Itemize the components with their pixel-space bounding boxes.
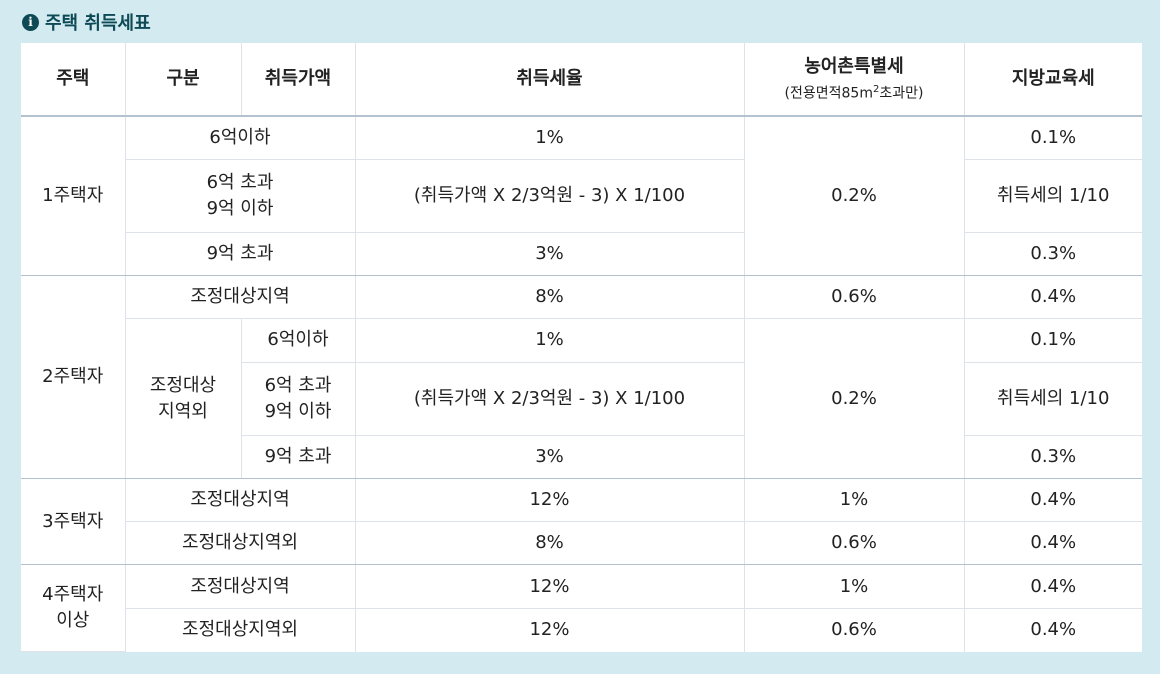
group-label-1house: 1주택자 xyxy=(21,116,126,277)
info-icon: i xyxy=(22,13,39,31)
rural-cell: 1% xyxy=(744,564,965,609)
header-house: 주택 xyxy=(21,43,126,117)
table-row: 조정대상 지역외 6억이하 1% 0.2% 0.1% xyxy=(21,318,1142,480)
header-rural-tax-note: (전용면적85m2초과만) xyxy=(784,83,924,102)
rural-cell: 0.6% xyxy=(744,275,965,320)
group-label-4house: 4주택자 이상 xyxy=(21,564,126,652)
rural-cell: 0.2% xyxy=(744,116,965,277)
rate-cell: 8% xyxy=(355,275,745,320)
area-cell: 조정대상지역외 xyxy=(125,608,356,652)
rate-cell: 1% xyxy=(355,116,745,160)
price-cell: 9억 초과 xyxy=(241,435,356,480)
edu-cell: 0.4% xyxy=(964,478,1142,523)
rural-cell: 0.2% xyxy=(744,318,965,480)
table-row: 2주택자 조정대상지역 8% 0.6% 0.4% xyxy=(21,275,1142,480)
area-cell: 조정대상지역 xyxy=(125,478,356,523)
table-row: 9억 초과 3% 0.3% xyxy=(21,232,1142,277)
section-header: i 주택 취득세표 xyxy=(22,8,151,36)
rate-cell: 3% xyxy=(355,232,745,277)
acquisition-tax-table: 주택 구분 취득가액 취득세율 농어촌특별세 (전용면적85m2초과만) 지방교… xyxy=(21,43,1142,652)
rate-cell: (취득가액 X 2/3억원 - 3) X 1/100 xyxy=(355,159,745,234)
edu-cell: 0.3% xyxy=(964,232,1142,277)
header-rural-tax-label: 농어촌특별세 xyxy=(804,56,904,78)
edu-cell: 취득세의 1/10 xyxy=(964,362,1142,436)
group-label-2house: 2주택자 xyxy=(21,275,126,480)
price-cell: 6억이하 xyxy=(241,318,356,363)
rate-cell: (취득가액 X 2/3억원 - 3) X 1/100 xyxy=(355,362,745,436)
rural-cell: 0.6% xyxy=(744,608,965,652)
table-row: 조정대상지역외 12% 0.6% 0.4% xyxy=(21,608,1142,652)
group-label-3house: 3주택자 xyxy=(21,478,126,566)
table-row: 9억 초과 3% 0.3% xyxy=(21,435,1142,480)
rate-cell: 12% xyxy=(355,564,745,609)
table-row: 6억 초과 9억 이하 (취득가액 X 2/3억원 - 3) X 1/100 취득… xyxy=(21,362,1142,436)
rate-cell: 1% xyxy=(355,318,745,363)
table-row: 3주택자 조정대상지역 12% 1% 0.4% xyxy=(21,478,1142,566)
table-row: 조정대상지역외 8% 0.6% 0.4% xyxy=(21,521,1142,566)
rate-cell: 8% xyxy=(355,521,745,566)
rural-cell: 1% xyxy=(744,478,965,523)
rate-cell: 12% xyxy=(355,608,745,652)
rate-cell: 12% xyxy=(355,478,745,523)
price-cell: 6억 초과 9억 이하 xyxy=(125,159,356,234)
edu-cell: 0.4% xyxy=(964,275,1142,320)
header-category: 구분 xyxy=(125,43,242,117)
header-rate: 취득세율 xyxy=(355,43,745,117)
edu-cell: 0.1% xyxy=(964,318,1142,363)
header-price: 취득가액 xyxy=(241,43,356,117)
header-row: 주택 구분 취득가액 취득세율 농어촌특별세 (전용면적85m2초과만) 지방교… xyxy=(21,43,1142,117)
edu-cell: 0.4% xyxy=(964,521,1142,566)
edu-cell: 0.4% xyxy=(964,564,1142,609)
edu-cell: 0.4% xyxy=(1030,619,1077,641)
edu-cell: 0.3% xyxy=(964,435,1142,480)
price-cell: 6억이하 xyxy=(125,116,356,160)
table-row: 4주택자 이상 조정대상지역 12% 1% 0.4% xyxy=(21,564,1142,652)
price-cell: 6억 초과 9억 이하 xyxy=(241,362,356,436)
header-edu-tax: 지방교육세 xyxy=(964,43,1142,117)
price-cell: 9억 초과 xyxy=(125,232,356,277)
edu-cell: 0.1% xyxy=(964,116,1142,160)
area-cell-non-adjusted: 조정대상 지역외 xyxy=(125,318,242,480)
rate-cell: 3% xyxy=(355,435,745,480)
area-cell: 조정대상지역 xyxy=(125,564,356,609)
area-cell: 조정대상지역외 xyxy=(125,521,356,566)
table-row: 6억 초과 9억 이하 (취득가액 X 2/3억원 - 3) X 1/100 취득… xyxy=(21,159,1142,234)
edu-cell: 취득세의 1/10 xyxy=(964,159,1142,234)
area-cell: 조정대상지역 xyxy=(125,275,356,320)
header-rural-tax: 농어촌특별세 (전용면적85m2초과만) xyxy=(744,43,965,117)
rural-cell: 0.6% xyxy=(744,521,965,566)
table-row: 1주택자 6억이하 1% 0.2% 0.1% xyxy=(21,116,1142,277)
page-title: 주택 취득세표 xyxy=(45,13,151,34)
